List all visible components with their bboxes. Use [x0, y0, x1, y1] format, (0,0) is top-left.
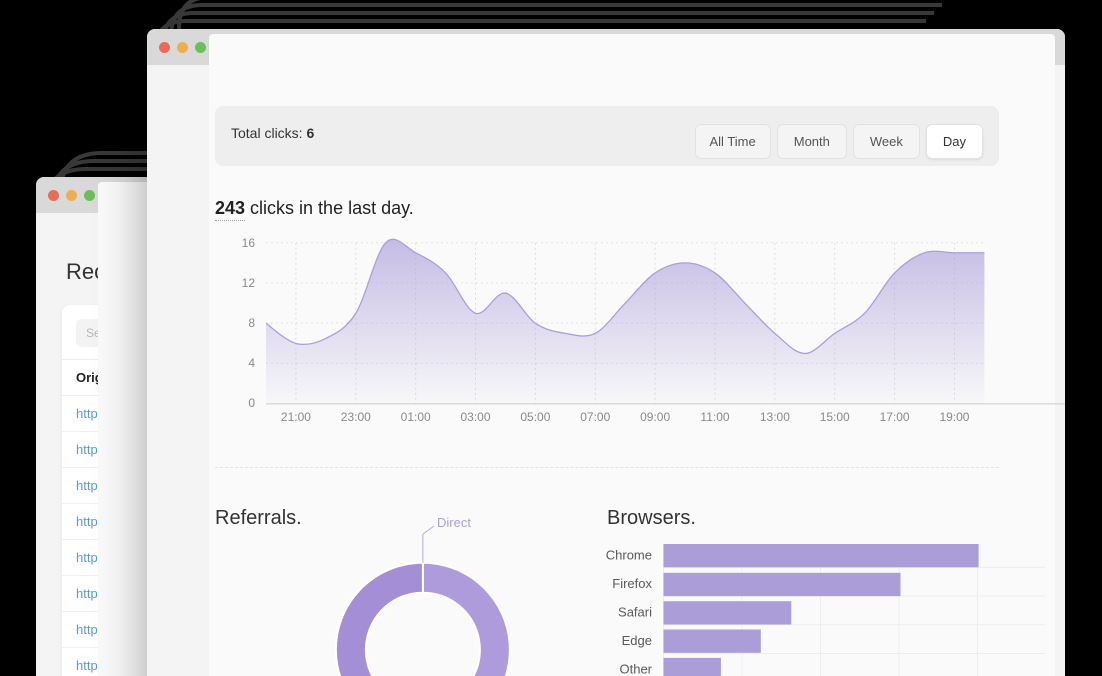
svg-text:Safari: Safari: [618, 605, 652, 620]
svg-text:Firefox: Firefox: [612, 576, 652, 591]
svg-text:Other: Other: [619, 662, 652, 676]
svg-text:Chrome: Chrome: [606, 548, 652, 563]
svg-text:Edge: Edge: [622, 633, 652, 648]
